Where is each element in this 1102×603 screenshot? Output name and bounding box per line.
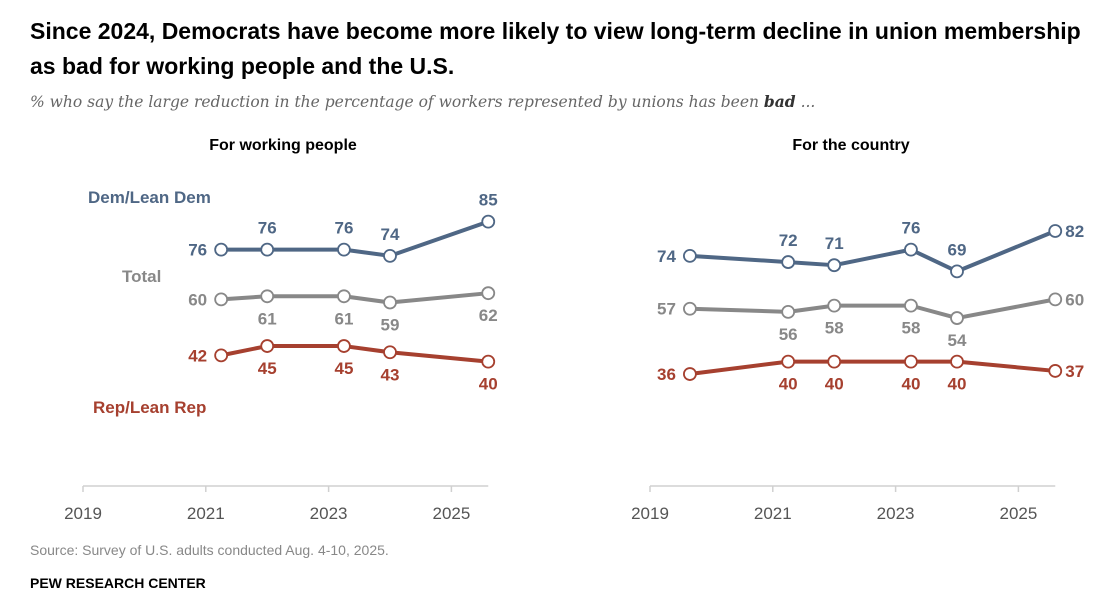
data-point-rep (683, 367, 697, 381)
data-label-total: 56 (779, 325, 798, 344)
x-tick-label: 2025 (432, 504, 470, 523)
data-point-total (781, 304, 796, 319)
brand-logo-text: PEW RESEARCH CENTER (30, 575, 206, 591)
data-point-dem (1048, 224, 1063, 238)
data-label-rep: 43 (381, 365, 400, 384)
data-label-dem: 76 (188, 241, 207, 260)
data-point-dem (260, 242, 275, 257)
data-point-total (337, 289, 351, 304)
data-point-rep (214, 348, 229, 363)
series-label-dem: Dem/Lean Dem (88, 188, 211, 207)
x-tick-label: 2019 (64, 504, 102, 523)
data-label-dem: 76 (334, 219, 353, 238)
data-point-total (950, 311, 964, 325)
data-label-dem: 69 (948, 240, 967, 259)
series-label-total: Total (122, 267, 161, 286)
x-tick-label: 2019 (631, 504, 669, 523)
data-label-rep: 42 (188, 346, 207, 365)
series-label-rep: Rep/Lean Rep (93, 398, 206, 417)
data-label-dem: 74 (381, 225, 400, 244)
data-point-total (214, 292, 229, 307)
data-label-total: 54 (948, 331, 967, 350)
data-label-dem: 76 (901, 219, 920, 238)
x-tick-label: 2021 (187, 504, 225, 523)
data-point-rep (383, 345, 397, 360)
x-tick-label: 2021 (754, 504, 792, 523)
data-point-dem (904, 242, 918, 257)
data-label-rep: 45 (258, 359, 277, 378)
subtitle-emphasis: bad (763, 92, 796, 111)
data-label-dem: 76 (258, 219, 277, 238)
data-label-dem: 71 (825, 234, 844, 253)
data-point-total (904, 298, 918, 313)
data-label-total: 58 (825, 319, 844, 338)
data-label-total: 57 (657, 300, 676, 319)
data-point-rep (904, 354, 918, 369)
data-label-total: 62 (479, 306, 498, 325)
panel-title-country: For the country (792, 137, 910, 154)
data-label-total: 61 (334, 309, 353, 328)
data-label-rep: 36 (657, 365, 676, 384)
data-label-rep: 37 (1065, 362, 1084, 381)
data-label-total: 59 (381, 316, 400, 335)
data-point-dem (481, 214, 496, 229)
data-label-total: 61 (258, 309, 277, 328)
subtitle-ellipsis: ... (795, 93, 816, 111)
data-point-rep (1048, 364, 1063, 378)
series-line-total (689, 297, 1056, 321)
data-label-dem: 85 (479, 191, 498, 210)
data-point-dem (337, 242, 351, 257)
data-point-rep (827, 354, 842, 369)
chart-subtitle: % who say the large reduction in the per… (30, 92, 815, 111)
data-label-rep: 40 (948, 375, 967, 394)
panel-title-working-people: For working people (209, 137, 357, 154)
subtitle-text: % who say the large reduction in the per… (30, 93, 764, 111)
data-point-dem (827, 258, 842, 273)
x-tick-label: 2023 (310, 504, 348, 523)
data-point-dem (683, 248, 697, 263)
data-label-dem: 72 (779, 231, 798, 250)
data-label-rep: 40 (825, 375, 844, 394)
data-label-total: 60 (1065, 290, 1084, 309)
data-label-rep: 40 (779, 375, 798, 394)
data-label-rep: 40 (901, 375, 920, 394)
data-point-total (683, 301, 697, 316)
chart-title: Since 2024, Democrats have become more l… (30, 18, 1081, 79)
data-point-rep (481, 354, 496, 369)
data-label-total: 58 (901, 319, 920, 338)
data-point-rep (260, 339, 275, 353)
data-point-rep (337, 339, 351, 353)
data-point-total (827, 298, 842, 313)
x-tick-label: 2025 (999, 504, 1037, 523)
series-line-rep (689, 359, 1056, 377)
data-point-total (481, 286, 496, 301)
data-point-total (383, 295, 397, 310)
data-label-dem: 74 (657, 247, 676, 266)
data-label-total: 60 (188, 290, 207, 309)
data-point-total (260, 289, 275, 304)
data-point-rep (950, 354, 964, 369)
data-point-dem (214, 242, 229, 257)
x-tick-label: 2023 (877, 504, 915, 523)
data-label-rep: 45 (334, 359, 353, 378)
series-line-dem (689, 229, 1057, 274)
data-point-rep (781, 354, 796, 369)
source-note: Source: Survey of U.S. adults conducted … (30, 542, 389, 558)
data-point-dem (950, 264, 964, 279)
data-label-rep: 40 (479, 375, 498, 394)
data-label-dem: 82 (1065, 222, 1084, 241)
data-point-total (1048, 292, 1063, 307)
data-point-dem (383, 248, 397, 263)
data-point-dem (781, 255, 796, 269)
